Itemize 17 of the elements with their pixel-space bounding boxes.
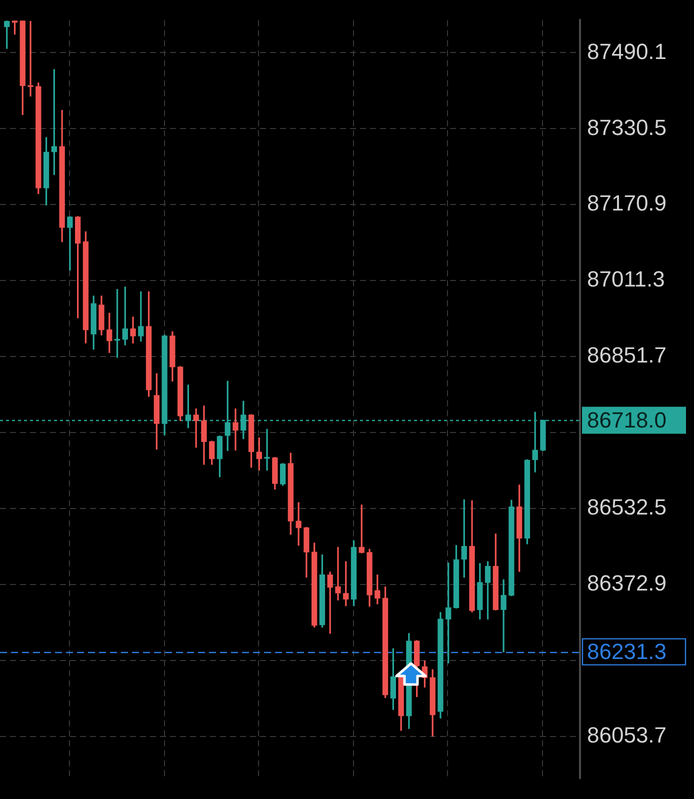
candlestick [67,216,73,271]
y-tick-label: 87490.1 [587,38,667,64]
y-tick-label: 86372.9 [587,570,667,596]
y-tick-label: 87330.5 [587,114,667,140]
y-tick-label: 86532.5 [587,494,667,520]
y-tick-label: 86053.7 [587,722,667,748]
candlestick [296,502,302,546]
candlestick [232,408,238,451]
candlestick [264,428,270,471]
candlestick [500,579,506,652]
candlestick [28,21,34,96]
ref-line-label: 86231.3 [587,638,667,664]
y-tick-label: 86851.7 [587,342,667,368]
candlestick [335,546,341,600]
ref-line-label: 86718.0 [587,407,667,432]
y-tick-label: 87170.9 [587,190,667,216]
y-tick-label: 87011.3 [587,266,665,292]
